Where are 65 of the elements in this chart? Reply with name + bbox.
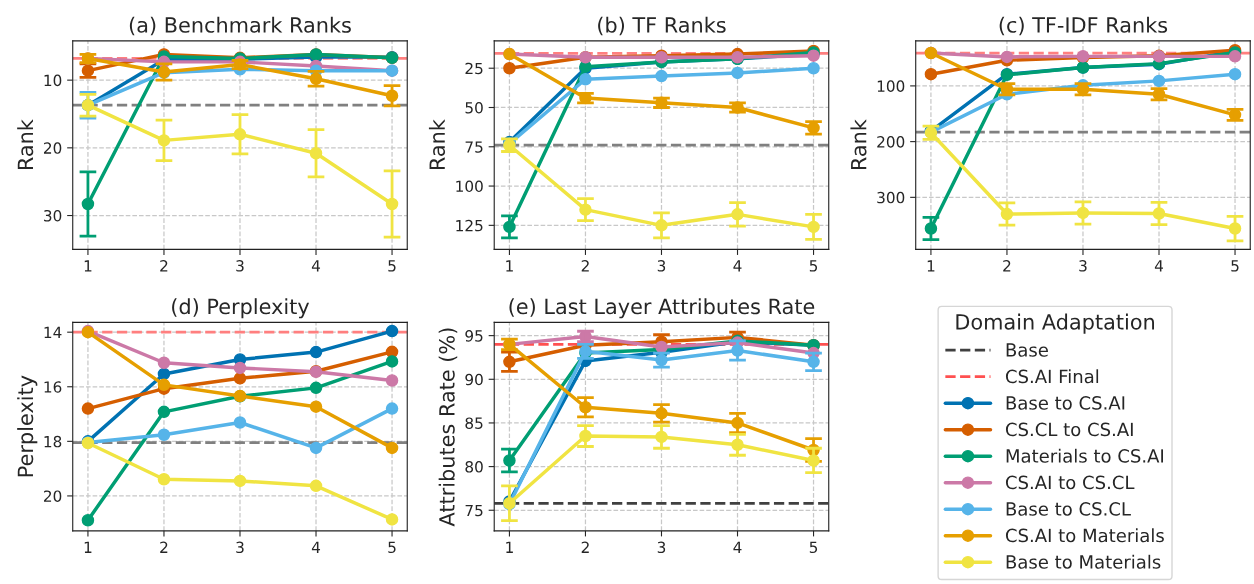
y-tick-label: 80 (465, 461, 483, 473)
chart-title: (a) Benchmark Ranks (129, 16, 351, 36)
legend-label: CS.AI to Materials (1005, 528, 1164, 543)
x-tick-label: 2 (581, 541, 589, 553)
y-tick-label: 25 (465, 62, 483, 75)
x-tick-label: 4 (311, 260, 321, 272)
x-tick-label: 3 (657, 541, 666, 554)
legend-label: Base (1006, 343, 1048, 357)
x-tick-label: 3 (236, 260, 244, 272)
y-tick-label: 85 (465, 417, 483, 429)
x-tick-label: 2 (160, 541, 168, 553)
legend-label: CS.AI to CS.CL (1005, 475, 1135, 490)
y-axis-title: Rank (17, 119, 34, 170)
y-tick-label: 50 (465, 101, 483, 114)
chart-title: (d) Perplexity (172, 298, 310, 319)
y-tick-label: 10 (44, 74, 62, 87)
y-tick-label: 100 (456, 180, 483, 193)
chart-title: (b) TF Ranks (598, 16, 726, 36)
x-tick-label: 4 (733, 260, 742, 272)
y-axis-title: Perplexity (17, 375, 38, 477)
legend-label: CS.AI Final (1005, 369, 1099, 384)
x-tick-label: 5 (388, 260, 396, 272)
x-tick-label: 5 (809, 541, 818, 554)
y-tick-label: 18 (44, 435, 62, 448)
x-tick-label: 2 (581, 260, 589, 272)
y-tick-label: 75 (465, 504, 483, 517)
y-tick-label: 20 (43, 142, 62, 154)
y-axis-title: Rank (850, 119, 867, 170)
legend-label: Materials to CS.AI (1006, 448, 1164, 463)
x-tick-label: 4 (311, 541, 321, 553)
y-tick-label: 75 (465, 141, 483, 153)
chart-title: (c) TF-IDF Ranks (999, 16, 1168, 36)
y-tick-label: 100 (877, 80, 905, 92)
legend-label: Base to CS.AI (1006, 396, 1125, 410)
x-tick-label: 1 (506, 541, 513, 553)
y-axis-title: Rank (428, 119, 446, 170)
x-tick-label: 4 (733, 541, 742, 553)
legend-label: CS.CL to CS.AI (1005, 422, 1133, 437)
x-tick-label: 1 (927, 260, 935, 272)
x-tick-label: 5 (1231, 260, 1239, 272)
x-tick-label: 1 (84, 541, 92, 553)
y-tick-label: 90 (465, 373, 483, 386)
x-tick-label: 2 (1003, 260, 1011, 272)
y-tick-label: 14 (44, 326, 62, 338)
y-tick-label: 16 (44, 381, 62, 393)
x-tick-label: 3 (1079, 260, 1087, 272)
y-tick-label: 20 (43, 490, 62, 502)
y-tick-label: 125 (456, 219, 483, 232)
x-tick-label: 1 (506, 260, 513, 272)
y-axis-title: Attributes Rate (%) (438, 328, 458, 527)
x-tick-label: 5 (809, 260, 818, 272)
x-tick-label: 3 (657, 260, 666, 272)
x-tick-label: 5 (388, 541, 396, 554)
legend-title: Domain Adaptation (956, 313, 1154, 334)
legend-label: Base to Materials (1006, 554, 1161, 569)
chart-title: (e) Last Layer Attributes Rate (509, 298, 815, 319)
y-tick-label: 95 (465, 330, 483, 342)
legend-label: Base to CS.CL (1006, 502, 1131, 516)
x-tick-label: 2 (160, 260, 168, 272)
y-tick-label: 300 (877, 191, 905, 204)
x-tick-label: 4 (1154, 260, 1164, 272)
y-tick-label: 200 (877, 136, 905, 148)
y-tick-label: 30 (44, 210, 62, 222)
x-tick-label: 3 (236, 541, 244, 554)
x-tick-label: 1 (84, 260, 92, 272)
